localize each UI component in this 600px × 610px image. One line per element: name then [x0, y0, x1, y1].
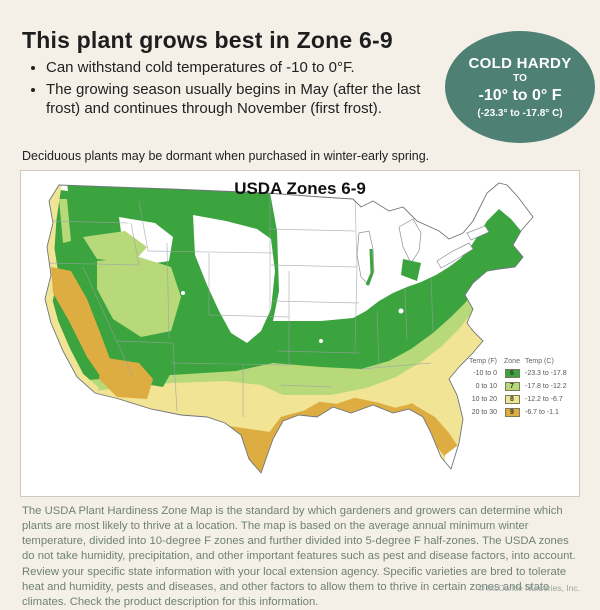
dormancy-note: Deciduous plants may be dormant when pur… — [22, 149, 430, 163]
bullet-cold-temps: Can withstand cold temperatures of -10 t… — [46, 58, 438, 77]
legend-header-row: Temp (F) Zone Temp (C) — [459, 355, 577, 367]
us-map-graphic — [44, 182, 534, 474]
legend-row-zone-6: -10 to 0 6 -23.3 to -17.8 — [459, 367, 577, 380]
legend-temp-f: 0 to 10 — [475, 383, 497, 390]
usda-zone-map: USDA Zones 6-9 Temp (F) Zone Temp (C) -1… — [20, 170, 580, 497]
page-title: This plant grows best in Zone 6-9 — [22, 27, 393, 53]
legend-temp-c: -17.8 to -12.2 — [525, 383, 567, 390]
feature-bullet-list: Can withstand cold temperatures of -10 t… — [30, 58, 438, 121]
zone-8-swatch: 8 — [504, 395, 520, 404]
legend-row-zone-7: 0 to 10 7 -17.8 to -12.2 — [459, 380, 577, 393]
legend-temp-f: 20 to 30 — [471, 409, 497, 416]
map-title: USDA Zones 6-9 — [234, 179, 366, 198]
copyright-notice: © McCorkle Nurseries, Inc. — [478, 583, 580, 593]
legend-temp-f: -10 to 0 — [473, 370, 497, 377]
map-legend: Temp (F) Zone Temp (C) -10 to 0 6 -23.3 … — [459, 355, 577, 419]
usda-description-paragraph: The USDA Plant Hardiness Zone Map is the… — [22, 505, 576, 608]
legend-temp-c: -12.2 to -6.7 — [525, 396, 563, 403]
badge-temp-f: -10° to 0° F — [478, 87, 562, 104]
badge-line-2: TO — [513, 73, 527, 84]
badge-line-1: COLD HARDY — [468, 55, 572, 72]
zone-9-swatch: 9 — [504, 408, 520, 417]
zone-7-swatch: 7 — [504, 382, 520, 391]
legend-header-zone: Zone — [504, 357, 520, 365]
legend-header-temp-c: Temp (C) — [525, 357, 554, 365]
legend-header-temp-f: Temp (F) — [469, 357, 497, 365]
legend-row-zone-8: 10 to 20 8 -12.2 to -6.7 — [459, 393, 577, 406]
zone-6-swatch: 6 — [504, 369, 520, 378]
badge-temp-c: (-23.3° to -17.8° C) — [477, 108, 563, 119]
cold-hardy-badge: COLD HARDY TO -10° to 0° F (-23.3° to -1… — [445, 31, 595, 143]
bullet-growing-season: The growing season usually begins in May… — [46, 80, 438, 118]
legend-temp-f: 10 to 20 — [471, 396, 497, 403]
legend-temp-c: -6.7 to -1.1 — [525, 409, 559, 416]
legend-row-zone-9: 20 to 30 9 -6.7 to -1.1 — [459, 406, 577, 419]
legend-temp-c: -23.3 to -17.8 — [525, 370, 567, 377]
